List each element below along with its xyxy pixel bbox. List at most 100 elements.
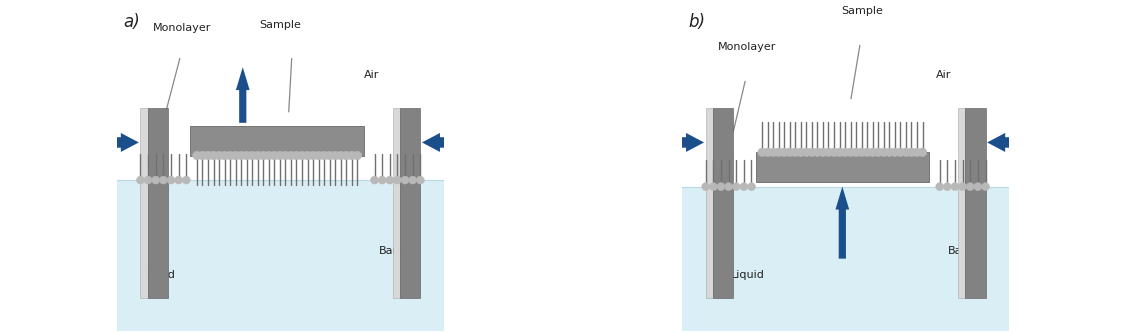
Circle shape xyxy=(775,148,783,157)
Circle shape xyxy=(819,148,828,157)
Text: Barrier: Barrier xyxy=(379,245,418,256)
Bar xyxy=(190,126,364,156)
Circle shape xyxy=(309,151,318,160)
Bar xyxy=(393,108,401,298)
Circle shape xyxy=(348,151,356,160)
Circle shape xyxy=(701,183,709,191)
Circle shape xyxy=(152,176,160,184)
Circle shape xyxy=(378,176,386,184)
Circle shape xyxy=(175,176,182,184)
Circle shape xyxy=(944,183,951,191)
Circle shape xyxy=(193,151,202,160)
Bar xyxy=(958,108,965,298)
Circle shape xyxy=(951,183,959,191)
Circle shape xyxy=(182,176,190,184)
Bar xyxy=(401,108,420,298)
Bar xyxy=(682,187,1009,331)
Circle shape xyxy=(386,176,394,184)
Bar xyxy=(149,108,168,298)
Circle shape xyxy=(253,151,262,160)
Circle shape xyxy=(974,183,982,191)
Text: Barrier: Barrier xyxy=(948,245,985,256)
Text: Air: Air xyxy=(936,70,951,80)
FancyArrow shape xyxy=(117,133,138,152)
Circle shape xyxy=(270,151,278,160)
Circle shape xyxy=(167,176,175,184)
Circle shape xyxy=(813,148,822,157)
Circle shape xyxy=(160,176,168,184)
Bar xyxy=(756,152,929,182)
Circle shape xyxy=(297,151,306,160)
Circle shape xyxy=(748,183,756,191)
Circle shape xyxy=(354,151,361,160)
Circle shape xyxy=(732,183,740,191)
Circle shape xyxy=(144,176,152,184)
Bar xyxy=(965,108,985,298)
Circle shape xyxy=(908,148,915,157)
Text: Air: Air xyxy=(365,70,379,80)
Circle shape xyxy=(242,151,251,160)
Circle shape xyxy=(226,151,234,160)
Circle shape xyxy=(891,148,900,157)
Text: Liquid: Liquid xyxy=(731,270,765,280)
Circle shape xyxy=(847,148,855,157)
Circle shape xyxy=(136,176,144,184)
Circle shape xyxy=(370,176,378,184)
Circle shape xyxy=(835,148,843,157)
Circle shape xyxy=(913,148,921,157)
Circle shape xyxy=(740,183,748,191)
Circle shape xyxy=(958,183,966,191)
Circle shape xyxy=(401,176,409,184)
Circle shape xyxy=(215,151,223,160)
Text: a): a) xyxy=(123,13,140,31)
Bar xyxy=(714,108,733,298)
Circle shape xyxy=(236,151,245,160)
Circle shape xyxy=(198,151,207,160)
Circle shape xyxy=(758,148,767,157)
Circle shape xyxy=(863,148,872,157)
Circle shape xyxy=(221,151,229,160)
Circle shape xyxy=(248,151,257,160)
Circle shape xyxy=(786,148,794,157)
FancyArrow shape xyxy=(988,133,1009,152)
Circle shape xyxy=(769,148,777,157)
Circle shape xyxy=(919,148,927,157)
Circle shape xyxy=(320,151,329,160)
Circle shape xyxy=(896,148,904,157)
Circle shape xyxy=(841,148,849,157)
Circle shape xyxy=(830,148,838,157)
Text: Monolayer: Monolayer xyxy=(718,42,777,52)
Text: b): b) xyxy=(688,13,706,31)
FancyArrow shape xyxy=(682,133,704,152)
Circle shape xyxy=(287,151,295,160)
Circle shape xyxy=(796,148,805,157)
Circle shape xyxy=(276,151,284,160)
Bar xyxy=(117,180,444,331)
FancyArrow shape xyxy=(235,67,250,123)
Circle shape xyxy=(824,148,833,157)
Circle shape xyxy=(331,151,339,160)
Text: Liquid: Liquid xyxy=(142,270,177,280)
FancyArrow shape xyxy=(835,187,849,259)
Circle shape xyxy=(325,151,334,160)
Bar xyxy=(706,108,714,298)
Circle shape xyxy=(852,148,860,157)
Circle shape xyxy=(982,183,990,191)
Circle shape xyxy=(709,183,717,191)
Bar xyxy=(141,108,149,298)
Circle shape xyxy=(763,148,772,157)
Circle shape xyxy=(879,148,888,157)
Circle shape xyxy=(807,148,816,157)
Circle shape xyxy=(314,151,323,160)
Text: Sample: Sample xyxy=(841,6,883,16)
Circle shape xyxy=(209,151,217,160)
Circle shape xyxy=(417,176,425,184)
Circle shape xyxy=(902,148,910,157)
Circle shape xyxy=(936,183,944,191)
Circle shape xyxy=(259,151,268,160)
Circle shape xyxy=(337,151,345,160)
Circle shape xyxy=(725,183,733,191)
Text: Monolayer: Monolayer xyxy=(153,23,212,33)
Circle shape xyxy=(393,176,401,184)
Circle shape xyxy=(857,148,866,157)
